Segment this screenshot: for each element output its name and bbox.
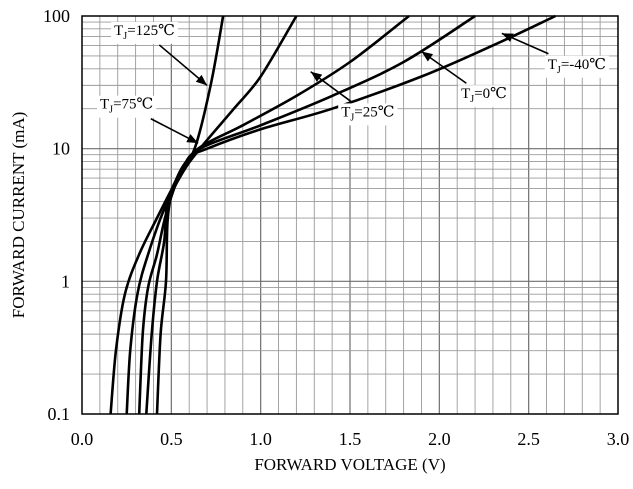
y-tick-label: 1 (61, 271, 70, 291)
x-tick-label: 1.5 (339, 429, 362, 449)
annotation-arrowhead (186, 134, 199, 144)
y-tick-label: 100 (43, 6, 70, 26)
x-tick-label: 1.0 (249, 429, 272, 449)
x-tick-label: 3.0 (607, 429, 630, 449)
series-line-2 (137, 14, 410, 415)
grid (82, 16, 618, 414)
x-tick-label: 2.0 (428, 429, 451, 449)
x-tick-label: 0.0 (71, 429, 94, 449)
curves (109, 14, 557, 415)
annotation-label-0: TJ=125℃ (114, 23, 175, 42)
y-tick-labels: 0.1 1 10 100 (43, 6, 70, 424)
y-axis-label: FORWARD CURRENT (mA) (9, 112, 28, 319)
annotation-arrowhead (195, 74, 208, 86)
annotation-label-2: TJ=25℃ (341, 104, 394, 123)
plot-frame (81, 15, 619, 415)
annotation-arrowhead (421, 51, 434, 62)
series-line-0 (109, 15, 225, 415)
y-tick-label: 10 (52, 139, 70, 159)
x-axis-label: FORWARD VOLTAGE (V) (254, 455, 445, 474)
annotation-arrowhead (501, 33, 514, 42)
annotation-label-3: TJ=0℃ (461, 86, 507, 105)
series-line-4 (155, 14, 557, 415)
x-tick-labels: 0.0 0.5 1.0 1.5 2.0 2.5 3.0 (71, 429, 630, 449)
y-tick-label: 0.1 (48, 404, 71, 424)
annotation-background (338, 103, 398, 126)
x-tick-label: 2.5 (517, 429, 540, 449)
annotations: TJ=125℃ TJ=75℃ TJ=25℃ TJ=0℃ TJ=-40℃ (97, 21, 610, 144)
annotation-background (544, 55, 610, 78)
annotation-background (458, 85, 510, 108)
annotation-label-1: TJ=75℃ (100, 97, 153, 116)
annotation-background (111, 21, 178, 44)
annotation-arrowhead (310, 71, 323, 82)
annotation-background (97, 95, 157, 118)
annotation-label-4: TJ=-40℃ (548, 57, 606, 76)
x-tick-label: 0.5 (160, 429, 183, 449)
